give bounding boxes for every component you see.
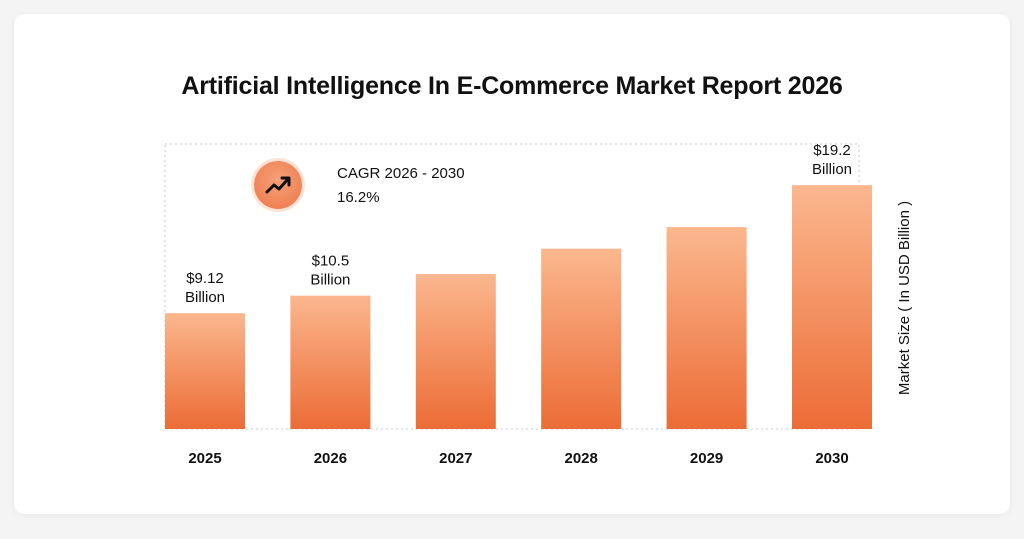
x-tick-2028: 2028 bbox=[565, 450, 598, 467]
bar-2030 bbox=[792, 185, 872, 429]
x-tick-2030: 2030 bbox=[815, 450, 848, 467]
data-label-unit-2025: Billion bbox=[185, 289, 225, 306]
bar-2026 bbox=[290, 295, 371, 429]
chart-title: Artificial Intelligence In E-Commerce Ma… bbox=[181, 72, 843, 100]
x-tick-2025: 2025 bbox=[188, 450, 221, 467]
cagr-value: 16.2% bbox=[337, 189, 380, 206]
trend-up-icon bbox=[254, 161, 302, 209]
y-axis-label: Market Size ( In USD Billion ) bbox=[896, 200, 913, 396]
cagr-label: CAGR 2026 - 2030 bbox=[337, 165, 465, 182]
bar-2025 bbox=[165, 313, 245, 429]
data-label-value-2026: $10.5 bbox=[312, 253, 350, 270]
data-label-unit-2026: Billion bbox=[310, 272, 350, 289]
x-tick-2029: 2029 bbox=[690, 450, 723, 467]
data-label-value-2030: $19.2 bbox=[813, 142, 851, 159]
bar-2028 bbox=[541, 248, 622, 429]
data-label-unit-2030: Billion bbox=[812, 161, 852, 178]
data-label-value-2025: $9.12 bbox=[186, 270, 224, 287]
bar-2029 bbox=[666, 227, 747, 429]
x-tick-2026: 2026 bbox=[314, 450, 347, 467]
bar-2027 bbox=[415, 274, 496, 429]
x-tick-2027: 2027 bbox=[439, 450, 472, 467]
